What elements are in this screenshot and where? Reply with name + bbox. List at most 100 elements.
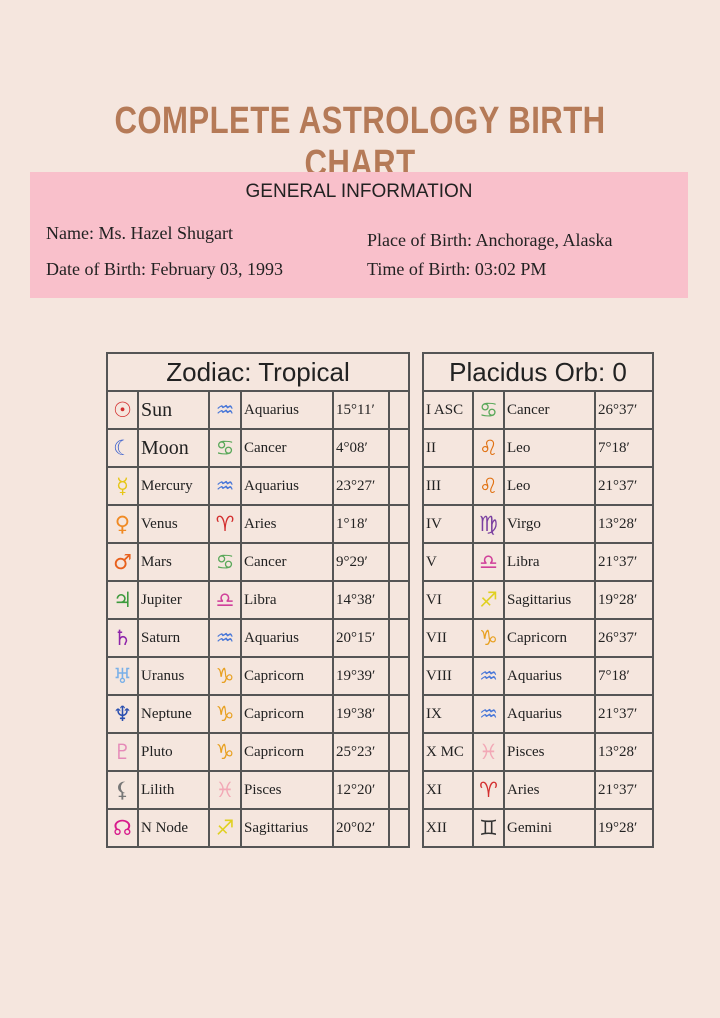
- info-name: Name: Ms. Hazel Shugart: [46, 223, 233, 243]
- empty-cell: [388, 466, 410, 506]
- chart-table: Zodiac: Tropical Placidus Orb: 0 ☉ Sun ♒ Aq…: [106, 352, 654, 848]
- empty-cell: [388, 580, 410, 620]
- planet-name: Mars: [137, 542, 210, 582]
- empty-cell: [388, 618, 410, 658]
- house-degree: 19°28′: [594, 808, 654, 848]
- house-degree: 21°37′: [594, 770, 654, 810]
- house-sign-name: Cancer: [503, 390, 596, 430]
- house-sign-glyph: ♒: [472, 694, 505, 734]
- house-sign-glyph: ♑: [472, 618, 505, 658]
- empty-cell: [388, 504, 410, 544]
- house-degree: 19°28′: [594, 580, 654, 620]
- planet-name: N Node: [137, 808, 210, 848]
- general-info: GENERAL INFORMATION Name: Ms. Hazel Shug…: [30, 172, 688, 298]
- degree: 19°38′: [332, 694, 390, 734]
- planet-glyph: ♄: [106, 618, 139, 658]
- empty-cell: [388, 694, 410, 734]
- degree: 25°23′: [332, 732, 390, 772]
- house-sign-glyph: ♋: [472, 390, 505, 430]
- sign-glyph: ♑: [208, 732, 242, 772]
- separator: [408, 505, 424, 543]
- planet-name: Neptune: [137, 694, 210, 734]
- table-body: Zodiac: Tropical Placidus Orb: 0 ☉ Sun ♒ Aq…: [106, 352, 654, 848]
- table-row: ♃ Jupiter ♎ Libra 14°38′ VI ♐ Sagittarius 19°28′: [106, 580, 654, 620]
- planet-glyph: ♆: [106, 694, 139, 734]
- sign-name: Pisces: [240, 770, 334, 810]
- sign-name: Aries: [240, 504, 334, 544]
- house-sign-name: Virgo: [503, 504, 596, 544]
- house-sign-name: Leo: [503, 466, 596, 506]
- empty-cell: [388, 808, 410, 848]
- table-row: ☾ Moon ♋ Cancer 4°08′ II ♌ Leo 7°18′: [106, 428, 654, 468]
- house-sign-name: Leo: [503, 428, 596, 468]
- empty-cell: [388, 542, 410, 582]
- separator: [408, 695, 424, 733]
- house-sign-glyph: ♌: [472, 428, 505, 468]
- planet-glyph: ♅: [106, 656, 139, 696]
- table-row: ♆ Neptune ♑ Capricorn 19°38′ IX ♒ Aquarius 21°37…: [106, 694, 654, 734]
- separator: [408, 809, 424, 847]
- planets-heading: Zodiac: Tropical: [106, 352, 410, 392]
- house-degree: 13°28′: [594, 732, 654, 772]
- sign-glyph: ♎: [208, 580, 242, 620]
- sign-glyph: ♈: [208, 504, 242, 544]
- table-row: ☿ Mercury ♒ Aquarius 23°27′ III ♌ Leo 21°37′: [106, 466, 654, 506]
- header-row: Zodiac: Tropical Placidus Orb: 0: [106, 352, 654, 392]
- sign-glyph: ♐: [208, 808, 242, 848]
- house-degree: 7°18′: [594, 428, 654, 468]
- separator: [408, 771, 424, 809]
- empty-cell: [388, 656, 410, 696]
- planet-name: Mercury: [137, 466, 210, 506]
- house-sign-name: Aquarius: [503, 656, 596, 696]
- house-sign-glyph: ♎: [472, 542, 505, 582]
- house-sign-name: Sagittarius: [503, 580, 596, 620]
- house-name: IX: [422, 694, 474, 734]
- house-sign-glyph: ♐: [472, 580, 505, 620]
- house-sign-name: Aquarius: [503, 694, 596, 734]
- table-row: ♀ Venus ♈ Aries 1°18′ IV ♍ Virgo 13°28′: [106, 504, 654, 544]
- separator: [408, 581, 424, 619]
- table-row: ♂ Mars ♋ Cancer 9°29′ V ♎ Libra 21°37′: [106, 542, 654, 582]
- degree: 23°27′: [332, 466, 390, 506]
- planet-glyph: ♀: [106, 504, 139, 544]
- planet-name: Uranus: [137, 656, 210, 696]
- house-name: VI: [422, 580, 474, 620]
- empty-cell: [388, 390, 410, 430]
- planet-name: Lilith: [137, 770, 210, 810]
- sign-glyph: ♑: [208, 694, 242, 734]
- house-sign-name: Gemini: [503, 808, 596, 848]
- house-sign-glyph: ♌: [472, 466, 505, 506]
- planet-glyph: ☉: [106, 390, 139, 430]
- empty-cell: [388, 732, 410, 772]
- planet-name: Jupiter: [137, 580, 210, 620]
- separator: [408, 733, 424, 771]
- degree: 20°15′: [332, 618, 390, 658]
- house-name: I ASC: [422, 390, 474, 430]
- info-heading: GENERAL INFORMATION: [245, 181, 473, 202]
- planet-name: Saturn: [137, 618, 210, 658]
- house-degree: 26°37′: [594, 390, 654, 430]
- empty-cell: [388, 770, 410, 810]
- degree: 15°11′: [332, 390, 390, 430]
- sign-glyph: ♑: [208, 656, 242, 696]
- degree: 14°38′: [332, 580, 390, 620]
- degree: 4°08′: [332, 428, 390, 468]
- sign-name: Capricorn: [240, 732, 334, 772]
- house-sign-glyph: ♈: [472, 770, 505, 810]
- separator: [408, 619, 424, 657]
- planet-name: Pluto: [137, 732, 210, 772]
- sign-name: Cancer: [240, 428, 334, 468]
- planet-glyph: ♇: [106, 732, 139, 772]
- house-degree: 21°37′: [594, 466, 654, 506]
- house-degree: 21°37′: [594, 542, 654, 582]
- table-row: ♄ Saturn ♒ Aquarius 20°15′ VII ♑ Capricorn 26°37…: [106, 618, 654, 658]
- table-row: ☉ Sun ♒ Aquarius 15°11′ I ASC ♋ Cancer 26°37′: [106, 390, 654, 430]
- house-name: V: [422, 542, 474, 582]
- planet-glyph: ♃: [106, 580, 139, 620]
- sign-glyph: ♒: [208, 618, 242, 658]
- house-sign-glyph: ♍: [472, 504, 505, 544]
- sign-glyph: ♒: [208, 390, 242, 430]
- table-row: ⚸ Lilith ♓ Pisces 12°20′ XI ♈ Aries 21°37′: [106, 770, 654, 810]
- house-degree: 26°37′: [594, 618, 654, 658]
